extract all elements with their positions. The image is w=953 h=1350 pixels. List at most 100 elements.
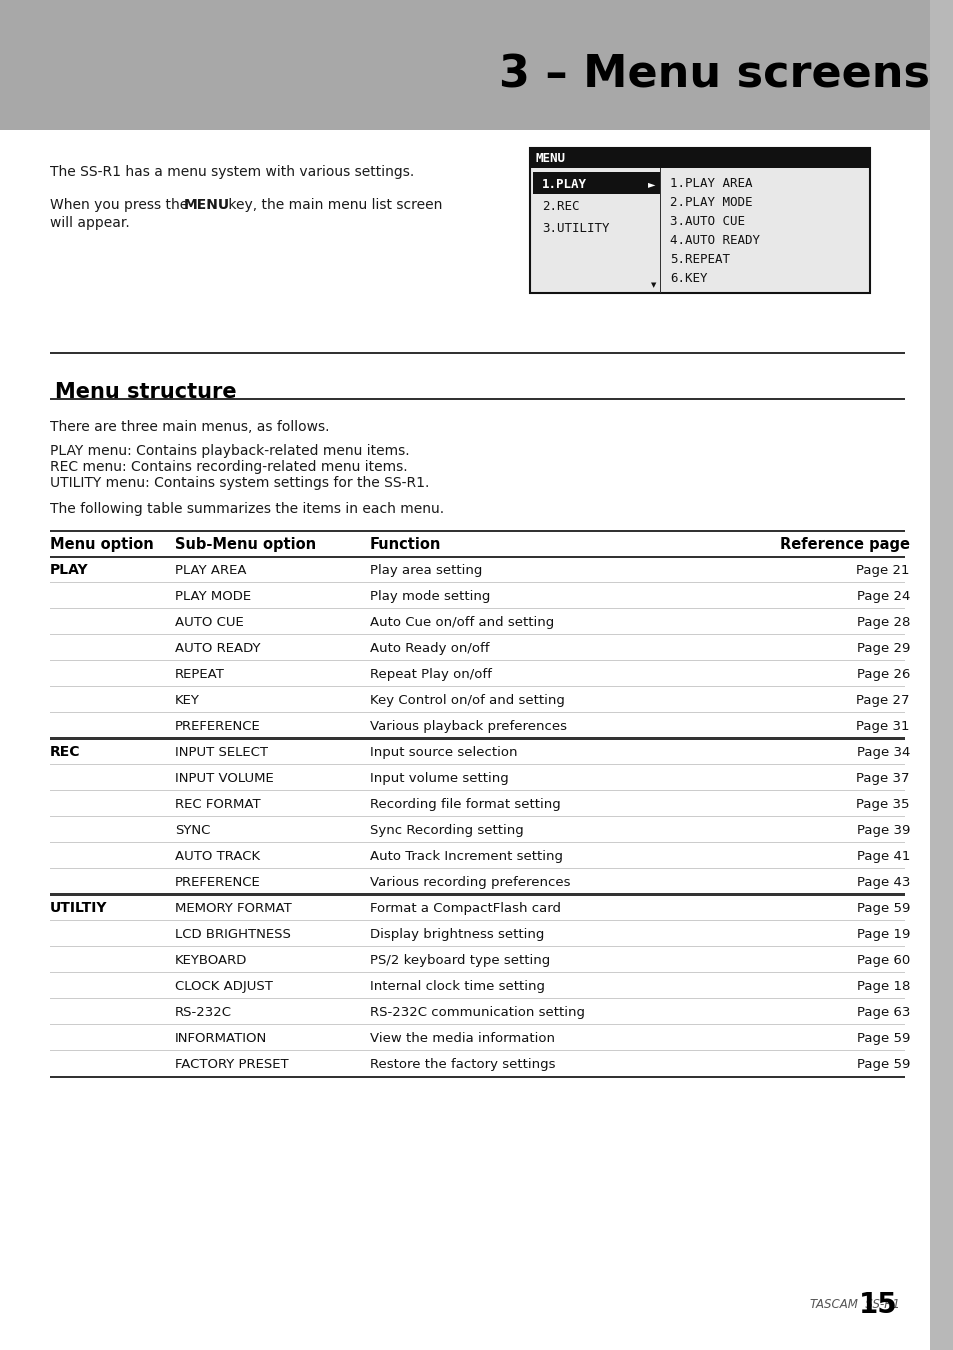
Text: Page 29: Page 29 (856, 641, 909, 655)
Text: INFORMATION: INFORMATION (174, 1031, 267, 1045)
Bar (50, 1076, 904, 1079)
Text: MEMORY FORMAT: MEMORY FORMAT (174, 902, 292, 915)
Text: will appear.: will appear. (50, 216, 130, 230)
Text: Menu option: Menu option (50, 537, 153, 552)
Text: Page 19: Page 19 (856, 927, 909, 941)
Text: 6.KEY: 6.KEY (669, 271, 707, 285)
Text: AUTO TRACK: AUTO TRACK (174, 849, 260, 863)
Text: RS-232C: RS-232C (174, 1006, 232, 1019)
Text: Page 59: Page 59 (856, 1058, 909, 1071)
Text: View the media information: View the media information (370, 1031, 555, 1045)
Text: Page 59: Page 59 (856, 1031, 909, 1045)
Text: Page 28: Page 28 (856, 616, 909, 629)
Text: 3 – Menu screens: 3 – Menu screens (498, 54, 929, 97)
Text: When you press the: When you press the (50, 198, 193, 212)
Text: MENU: MENU (536, 151, 565, 165)
Text: Auto Cue on/off and setting: Auto Cue on/off and setting (370, 616, 554, 629)
Text: INPUT VOLUME: INPUT VOLUME (174, 772, 274, 784)
Text: Page 63: Page 63 (856, 1006, 909, 1019)
Text: REC menu: Contains recording-related menu items.: REC menu: Contains recording-related men… (50, 460, 407, 474)
Text: PREFERENCE: PREFERENCE (174, 876, 260, 888)
Bar (659, 167, 660, 293)
Bar (533, 171, 659, 194)
Text: Input source selection: Input source selection (370, 745, 517, 759)
Text: KEY: KEY (174, 694, 200, 707)
Bar (50, 352, 904, 354)
Text: Auto Track Increment setting: Auto Track Increment setting (370, 849, 562, 863)
Text: Page 31: Page 31 (856, 720, 909, 733)
Text: Play area setting: Play area setting (370, 564, 482, 576)
Text: ►: ► (647, 180, 655, 189)
Text: INPUT SELECT: INPUT SELECT (174, 745, 268, 759)
Bar (50, 892, 904, 895)
Text: Repeat Play on/off: Repeat Play on/off (370, 668, 492, 680)
Text: 5.REPEAT: 5.REPEAT (669, 252, 729, 266)
Text: TASCAM  SS-R1: TASCAM SS-R1 (809, 1299, 899, 1311)
Text: The SS-R1 has a menu system with various settings.: The SS-R1 has a menu system with various… (50, 165, 414, 180)
Bar (530, 148, 869, 293)
Text: PS/2 keyboard type setting: PS/2 keyboard type setting (370, 954, 550, 967)
Text: LCD BRIGHTNESS: LCD BRIGHTNESS (174, 927, 291, 941)
Text: AUTO CUE: AUTO CUE (174, 616, 244, 629)
Text: Display brightness setting: Display brightness setting (370, 927, 544, 941)
Bar (50, 529, 904, 532)
Text: Various recording preferences: Various recording preferences (370, 876, 570, 888)
Text: Various playback preferences: Various playback preferences (370, 720, 566, 733)
Text: 1.PLAY: 1.PLAY (541, 178, 586, 190)
Text: Page 39: Page 39 (856, 824, 909, 837)
Text: Recording file format setting: Recording file format setting (370, 798, 560, 811)
Text: Play mode setting: Play mode setting (370, 590, 490, 603)
Bar (50, 555, 904, 558)
Text: 2.PLAY MODE: 2.PLAY MODE (669, 196, 752, 209)
Text: AUTO READY: AUTO READY (174, 641, 260, 655)
Text: CLOCK ADJUST: CLOCK ADJUST (174, 980, 273, 992)
Text: Auto Ready on/off: Auto Ready on/off (370, 641, 489, 655)
Text: Reference page: Reference page (780, 537, 909, 552)
Text: Internal clock time setting: Internal clock time setting (370, 980, 544, 992)
Text: Page 24: Page 24 (856, 590, 909, 603)
Text: There are three main menus, as follows.: There are three main menus, as follows. (50, 420, 329, 433)
Text: Key Control on/of and setting: Key Control on/of and setting (370, 694, 564, 707)
Text: UTILITY menu: Contains system settings for the SS-R1.: UTILITY menu: Contains system settings f… (50, 477, 429, 490)
Bar (50, 398, 904, 400)
Text: SYNC: SYNC (174, 824, 211, 837)
Text: REPEAT: REPEAT (174, 668, 225, 680)
Text: Page 26: Page 26 (856, 668, 909, 680)
Text: Page 59: Page 59 (856, 902, 909, 915)
Text: Page 41: Page 41 (856, 849, 909, 863)
Text: Format a CompactFlash card: Format a CompactFlash card (370, 902, 560, 915)
Text: PLAY: PLAY (50, 563, 89, 578)
Text: PLAY AREA: PLAY AREA (174, 564, 246, 576)
Text: PLAY menu: Contains playback-related menu items.: PLAY menu: Contains playback-related men… (50, 444, 409, 458)
Text: REC: REC (50, 745, 80, 759)
Text: Page 60: Page 60 (856, 954, 909, 967)
Text: 15: 15 (859, 1291, 897, 1319)
Text: Page 35: Page 35 (856, 798, 909, 811)
Text: Page 37: Page 37 (856, 772, 909, 784)
Bar (0, 0, 953, 130)
Text: FACTORY PRESET: FACTORY PRESET (174, 1058, 289, 1071)
Text: RS-232C communication setting: RS-232C communication setting (370, 1006, 584, 1019)
Text: 4.AUTO READY: 4.AUTO READY (669, 234, 760, 247)
Bar (50, 737, 904, 740)
Text: Page 21: Page 21 (856, 564, 909, 576)
Text: 2.REC: 2.REC (541, 200, 578, 212)
Text: Sub-Menu option: Sub-Menu option (174, 537, 315, 552)
Text: 3.AUTO CUE: 3.AUTO CUE (669, 215, 744, 228)
Text: PLAY MODE: PLAY MODE (174, 590, 251, 603)
Bar (929, 0, 953, 1350)
Text: 3.UTILITY: 3.UTILITY (541, 221, 609, 235)
Text: Function: Function (370, 537, 441, 552)
Text: UTILTIY: UTILTIY (50, 902, 108, 915)
Text: key, the main menu list screen: key, the main menu list screen (224, 198, 442, 212)
Text: Page 43: Page 43 (856, 876, 909, 888)
Text: Menu structure: Menu structure (55, 382, 236, 402)
Text: Page 18: Page 18 (856, 980, 909, 992)
Text: 1.PLAY AREA: 1.PLAY AREA (669, 177, 752, 190)
Text: The following table summarizes the items in each menu.: The following table summarizes the items… (50, 502, 444, 516)
Text: MENU: MENU (184, 198, 230, 212)
Text: ▼: ▼ (651, 282, 656, 288)
Text: PREFERENCE: PREFERENCE (174, 720, 260, 733)
Text: Sync Recording setting: Sync Recording setting (370, 824, 523, 837)
Text: Page 27: Page 27 (856, 694, 909, 707)
